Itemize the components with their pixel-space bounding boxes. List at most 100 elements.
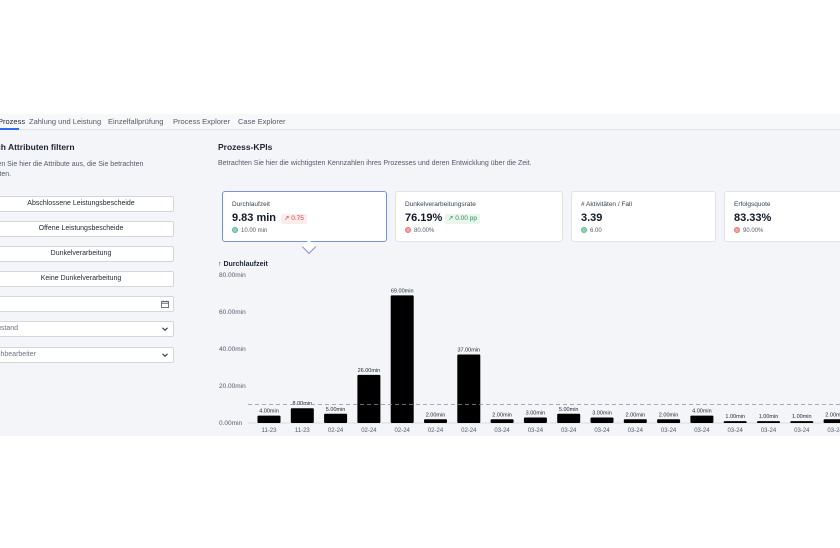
bar-value-label: 2.00min bbox=[492, 412, 512, 418]
bar bbox=[790, 421, 814, 423]
x-tick-label: 02-24 bbox=[428, 428, 444, 434]
target-status-icon bbox=[405, 227, 411, 233]
tab-einzelfallpruefung[interactable]: Einzelfallprüfung bbox=[108, 117, 164, 126]
bar-value-label: 69.00min bbox=[391, 288, 414, 294]
durchlaufzeit-bar-chart: 0.00min 20.00min 40.00min 60.00min 80.00min 4… bbox=[219, 272, 840, 434]
bar bbox=[690, 415, 714, 423]
bar-value-label: 1.00min bbox=[792, 414, 812, 420]
bar bbox=[523, 417, 547, 423]
filter-button-abgeschlossene[interactable]: Abschlossene Leistungsbescheide bbox=[0, 196, 174, 212]
status-select[interactable]: ustand bbox=[0, 321, 174, 337]
bar bbox=[324, 413, 348, 423]
x-tick-label: 03-24 bbox=[661, 428, 677, 434]
kpi-card-aktivitaeten-pro-fall[interactable]: # Aktivitäten / Fall 3.39 6.00 bbox=[571, 191, 716, 242]
bar bbox=[757, 421, 780, 423]
bar bbox=[490, 419, 514, 423]
bar-value-label: 26.00min bbox=[358, 368, 381, 374]
bar-value-label: 2.00min bbox=[825, 412, 840, 418]
status-select-value: ustand bbox=[0, 325, 19, 332]
x-tick-label: 11-23 bbox=[262, 428, 278, 434]
kpi-section-title: Prozess-KPIs bbox=[218, 142, 273, 152]
bar-value-label: 4.00min bbox=[692, 409, 712, 415]
bar-value-label: 5.00min bbox=[559, 407, 579, 413]
bar bbox=[623, 419, 647, 423]
chevron-down-icon bbox=[161, 322, 169, 336]
bar bbox=[257, 415, 281, 423]
y-tick-label: 40.00min bbox=[219, 346, 246, 353]
filter-button-keine-dunkelverarbeitung[interactable]: Keine Dunkelverarbeitung bbox=[0, 271, 174, 287]
kpi-target: 90.00% bbox=[734, 227, 763, 234]
x-tick-label: 03-24 bbox=[694, 428, 710, 434]
kpi-label: # Aktivitäten / Fall bbox=[581, 201, 632, 208]
bar-value-label: 1.00min bbox=[725, 414, 745, 420]
filter-title: ch Attributen filtern bbox=[0, 142, 75, 152]
target-status-icon bbox=[232, 227, 238, 233]
x-tick-label: 03-24 bbox=[628, 428, 644, 434]
bar bbox=[457, 354, 481, 423]
kpi-label: Dunkelverarbeitungsrate bbox=[405, 201, 476, 208]
y-tick-label: 60.00min bbox=[219, 309, 246, 316]
date-range-input[interactable] bbox=[0, 296, 174, 312]
x-tick-label: 02-24 bbox=[395, 428, 411, 434]
calendar-icon bbox=[161, 297, 169, 311]
kpi-target: 6.00 bbox=[581, 227, 602, 234]
kpi-card-erfolgsquote[interactable]: Erfolgsquote 83.33% 90.00% bbox=[724, 191, 840, 242]
clerk-select[interactable]: chbearbeiter bbox=[0, 347, 174, 363]
kpi-card-dunkelverarbeitungsrate[interactable]: Dunkelverarbeitungsrate 76.19% ↗ 0.00 pp… bbox=[395, 191, 563, 242]
x-tick-label: 03-24 bbox=[794, 428, 810, 434]
bar bbox=[424, 419, 447, 423]
kpi-target: 80.00% bbox=[405, 227, 434, 234]
bar-value-label: 4.00min bbox=[259, 409, 279, 415]
x-tick-label: 03-24 bbox=[494, 428, 510, 434]
bar bbox=[390, 295, 414, 423]
bar bbox=[823, 419, 840, 423]
tab-process-explorer[interactable]: Process Explorer bbox=[173, 117, 231, 126]
kpi-value: 3.39 bbox=[581, 212, 603, 224]
tab-bar: Prozess Zahlung und Leistung Einzelfallp… bbox=[0, 114, 840, 130]
trend-up-icon: ↗ bbox=[284, 215, 292, 222]
y-tick-label: 80.00min bbox=[219, 272, 246, 279]
sort-arrow-icon: ↑ bbox=[218, 261, 224, 268]
bar bbox=[657, 419, 681, 423]
x-tick-label: 03-24 bbox=[561, 428, 577, 434]
target-status-icon bbox=[581, 227, 587, 233]
bar-value-label: 1.00min bbox=[759, 414, 779, 420]
bar-value-label: 2.00min bbox=[426, 412, 446, 418]
tab-zahlung-und-leistung[interactable]: Zahlung und Leistung bbox=[29, 117, 102, 126]
kpi-target: 10.00 min bbox=[232, 227, 267, 234]
filter-button-dunkelverarbeitung[interactable]: Dunkelverarbeitung bbox=[0, 246, 174, 262]
kpi-card-durchlaufzeit[interactable]: Durchlaufzeit 9.83 min ↗ 0.75 10.00 min bbox=[222, 191, 387, 255]
x-tick-label: 03-24 bbox=[827, 428, 840, 434]
x-tick-label: 03-24 bbox=[594, 428, 610, 434]
bar-value-label: 5.00min bbox=[326, 407, 346, 413]
tab-prozess[interactable]: Prozess bbox=[0, 117, 26, 126]
kpi-label: Durchlaufzeit bbox=[232, 201, 270, 208]
bar bbox=[290, 408, 314, 423]
bar bbox=[357, 374, 381, 423]
filter-description: hlen Sie hier die Attribute aus, die Sie… bbox=[0, 161, 144, 178]
bar bbox=[590, 417, 614, 423]
kpi-value: 83.33% bbox=[734, 212, 772, 224]
bar-value-label: 37.00min bbox=[457, 348, 480, 354]
kpi-value: 9.83 min bbox=[232, 212, 277, 224]
filter-button-offene[interactable]: Offene Leistungsbescheide bbox=[0, 221, 174, 237]
bar-value-label: 2.00min bbox=[626, 412, 646, 418]
bar bbox=[723, 421, 747, 423]
kpi-label: Erfolgsquote bbox=[734, 201, 771, 208]
kpi-change-badge: ↗ 0.75 bbox=[281, 214, 307, 224]
bar bbox=[557, 413, 581, 423]
kpi-section-description: Betrachten Sie hier die wichtigsten Kenn… bbox=[218, 160, 532, 167]
tab-case-explorer[interactable]: Case Explorer bbox=[238, 117, 286, 126]
process-dashboard: Prozess Zahlung und Leistung Einzelfallp… bbox=[0, 114, 840, 436]
chart-title[interactable]: ↑ Durchlaufzeit bbox=[218, 261, 268, 268]
x-tick-label: 03-24 bbox=[728, 428, 744, 434]
x-tick-label: 02-24 bbox=[361, 428, 377, 434]
trend-up-icon: ↗ bbox=[448, 215, 456, 222]
x-tick-label: 03-24 bbox=[761, 428, 777, 434]
x-tick-label: 11-23 bbox=[295, 428, 311, 434]
bar-value-label: 8.00min bbox=[293, 401, 313, 407]
y-tick-label: 0.00min bbox=[219, 420, 243, 427]
x-tick-label: 02-24 bbox=[328, 428, 344, 434]
clerk-select-value: chbearbeiter bbox=[0, 351, 36, 358]
y-tick-label: 20.00min bbox=[219, 383, 246, 390]
